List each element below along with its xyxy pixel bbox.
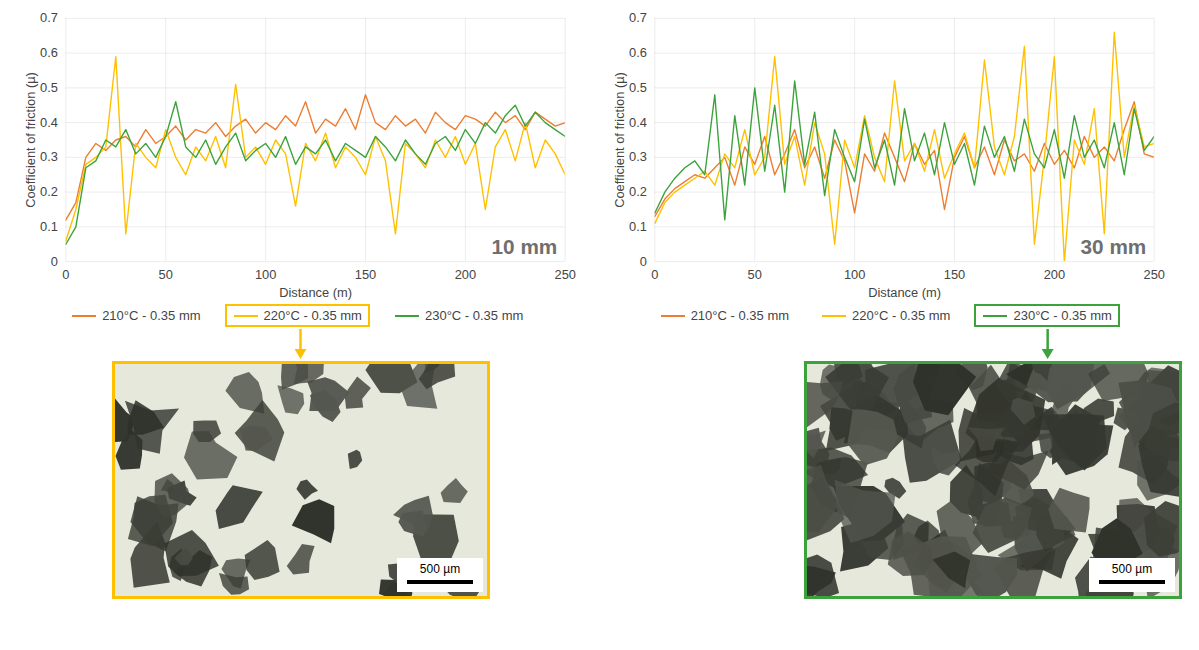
svg-text:Distance (m): Distance (m) <box>868 285 941 300</box>
svg-text:0.1: 0.1 <box>40 219 58 234</box>
svg-text:500 µm: 500 µm <box>419 562 459 576</box>
svg-text:500 µm: 500 µm <box>1111 562 1151 576</box>
html-text:230°C - 0.35 mm: 230°C - 0.35 mm <box>425 308 524 324</box>
svg-text:0: 0 <box>62 267 69 282</box>
svg-text:0: 0 <box>51 254 58 269</box>
svg-text:0.6: 0.6 <box>40 45 58 60</box>
svg-text:Coefficient of friction (µ): Coefficient of friction (µ) <box>23 72 38 208</box>
svg-text:250: 250 <box>1143 267 1164 282</box>
svg-text:10 mm: 10 mm <box>492 235 558 258</box>
svg-text:0.5: 0.5 <box>629 80 647 95</box>
svg-text:0.7: 0.7 <box>629 10 647 25</box>
svg-text:200: 200 <box>1043 267 1064 282</box>
svg-text:0.7: 0.7 <box>40 10 58 25</box>
svg-text:0.3: 0.3 <box>40 149 58 164</box>
svg-text:200: 200 <box>455 267 476 282</box>
svg-text:150: 150 <box>355 267 376 282</box>
html-text:210°C - 0.35 mm: 210°C - 0.35 mm <box>690 308 789 324</box>
svg-text:100: 100 <box>843 267 864 282</box>
svg-text:0.5: 0.5 <box>40 80 58 95</box>
svg-text:0.2: 0.2 <box>629 184 647 199</box>
svg-text:50: 50 <box>747 267 761 282</box>
svg-text:Coefficient of friction (µ): Coefficient of friction (µ) <box>612 72 627 208</box>
svg-text:150: 150 <box>943 267 964 282</box>
html-text:220°C - 0.35 mm: 220°C - 0.35 mm <box>852 308 951 324</box>
svg-text:0.3: 0.3 <box>629 149 647 164</box>
svg-text:0: 0 <box>651 267 658 282</box>
svg-text:0.1: 0.1 <box>629 219 647 234</box>
svg-text:0: 0 <box>639 254 646 269</box>
html-text:230°C - 0.35 mm: 230°C - 0.35 mm <box>1013 308 1112 324</box>
svg-text:0.2: 0.2 <box>40 184 58 199</box>
svg-text:250: 250 <box>555 267 576 282</box>
svg-text:100: 100 <box>255 267 276 282</box>
svg-text:30 mm: 30 mm <box>1080 235 1146 258</box>
svg-text:Distance (m): Distance (m) <box>279 285 352 300</box>
svg-text:0.4: 0.4 <box>629 115 647 130</box>
svg-text:50: 50 <box>159 267 173 282</box>
html-text:210°C - 0.35 mm: 210°C - 0.35 mm <box>102 308 201 324</box>
svg-text:0.6: 0.6 <box>629 45 647 60</box>
html-text:220°C - 0.35 mm: 220°C - 0.35 mm <box>263 308 362 324</box>
svg-text:0.4: 0.4 <box>40 115 58 130</box>
